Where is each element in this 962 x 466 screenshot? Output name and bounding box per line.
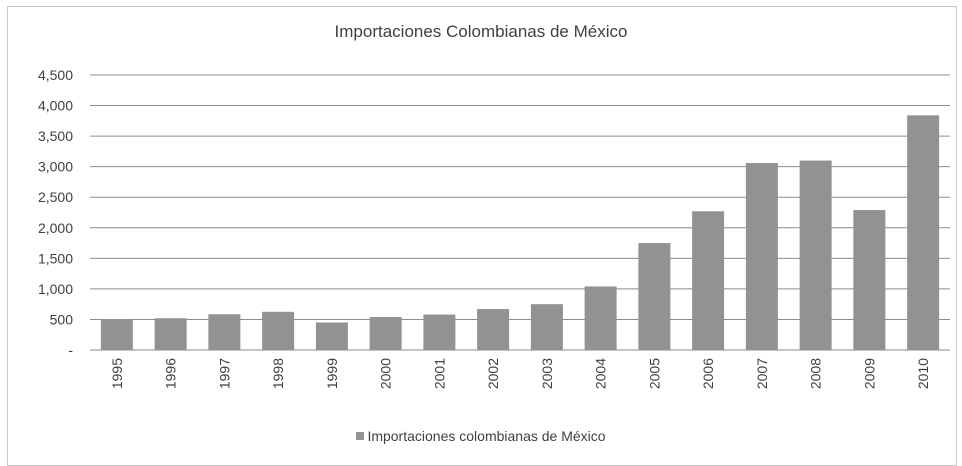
bar-1996 — [154, 318, 187, 350]
bar-1998 — [262, 311, 295, 350]
x-tick-label: 1999 — [324, 358, 340, 389]
bar-2006 — [692, 211, 725, 350]
y-tick-label: 4,500 — [38, 67, 73, 83]
x-tick-label: 1998 — [270, 358, 286, 389]
bar-2000 — [369, 317, 402, 350]
x-tick-label: 2009 — [861, 358, 877, 389]
legend-label: Importaciones colombianas de México — [367, 428, 606, 444]
x-tick-label: 2001 — [431, 358, 447, 389]
chart-frame — [7, 6, 957, 466]
x-tick-label: 1997 — [216, 358, 232, 389]
x-tick-label: 2003 — [539, 358, 555, 389]
legend-swatch — [356, 432, 365, 440]
x-axis-tick-labels: 1995 1996 1997 1998 1999 2000 2001 2002 2003 2004… — [109, 358, 931, 389]
bar-2002 — [477, 309, 510, 350]
y-tick-label: 2,500 — [38, 189, 73, 205]
y-tick-label: 500 — [50, 311, 74, 327]
bar-2003 — [530, 304, 563, 350]
x-tick-label: 1995 — [109, 358, 125, 389]
x-tick-label: 2008 — [808, 358, 824, 389]
bar-1997 — [208, 314, 241, 350]
x-tick-label: 2005 — [646, 358, 662, 389]
y-tick-label: 1,000 — [38, 281, 73, 297]
x-tick-label: 2010 — [915, 358, 931, 389]
legend: Importaciones colombianas de México — [0, 428, 962, 444]
bar-2005 — [638, 243, 671, 350]
y-axis-tick-labels: - 500 1,000 1,500 2,000 2,500 3,000 3,500 4,000 4… — [38, 67, 73, 358]
bar-1999 — [315, 322, 348, 350]
x-tick-label: 1996 — [163, 358, 179, 389]
chart-title: Importaciones Colombianas de México — [334, 22, 628, 41]
y-tick-label: 2,000 — [38, 220, 73, 236]
x-tick-label: 2000 — [378, 358, 394, 389]
y-tick-label: 3,000 — [38, 159, 73, 175]
bar-2008 — [799, 160, 832, 350]
y-tick-label: 1,500 — [38, 250, 73, 266]
y-tick-label: 4,000 — [38, 98, 73, 114]
x-tick-label: 2006 — [700, 358, 716, 389]
bars — [100, 115, 940, 350]
bar-2009 — [853, 210, 886, 350]
x-tick-label: 2004 — [593, 358, 609, 389]
x-tick-label: 2002 — [485, 358, 501, 389]
bar-2007 — [745, 163, 778, 350]
y-tick-label: - — [68, 342, 73, 358]
bar-2010 — [907, 115, 940, 350]
bar-2001 — [423, 314, 456, 350]
bar-2004 — [584, 286, 617, 350]
x-tick-label: 2007 — [754, 358, 770, 389]
bar-1995 — [100, 319, 133, 350]
y-tick-label: 3,500 — [38, 128, 73, 144]
